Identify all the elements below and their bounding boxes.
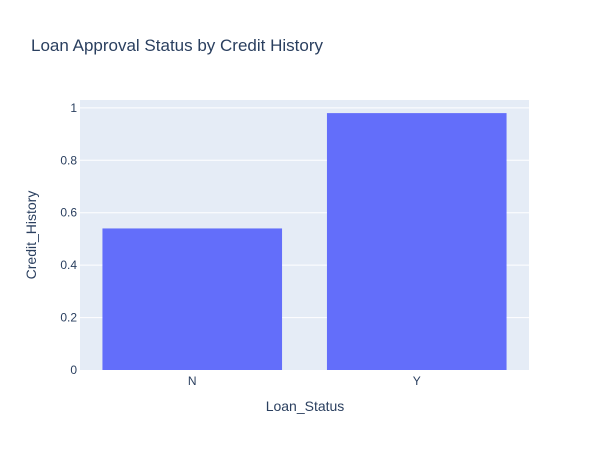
bar-Y xyxy=(326,113,507,370)
y-tick-label: 0.8 xyxy=(60,153,77,167)
y-axis-title: Credit_History xyxy=(23,191,39,280)
bars xyxy=(102,113,507,370)
y-tick-label: 0 xyxy=(70,363,77,377)
y-tick-label: 0.2 xyxy=(60,311,77,325)
y-tick-label: 0.6 xyxy=(60,206,77,220)
bar-N xyxy=(102,228,283,370)
x-axis-title: Loan_Status xyxy=(266,398,345,414)
x-tick-label: N xyxy=(188,374,197,388)
x-tick-label: Y xyxy=(413,374,421,388)
y-axis-ticks: 0 0.2 0.4 0.6 0.8 1 xyxy=(60,101,77,377)
y-tick-label: 1 xyxy=(70,101,77,115)
y-tick-label: 0.4 xyxy=(60,258,77,272)
chart-title: Loan Approval Status by Credit History xyxy=(31,36,323,55)
